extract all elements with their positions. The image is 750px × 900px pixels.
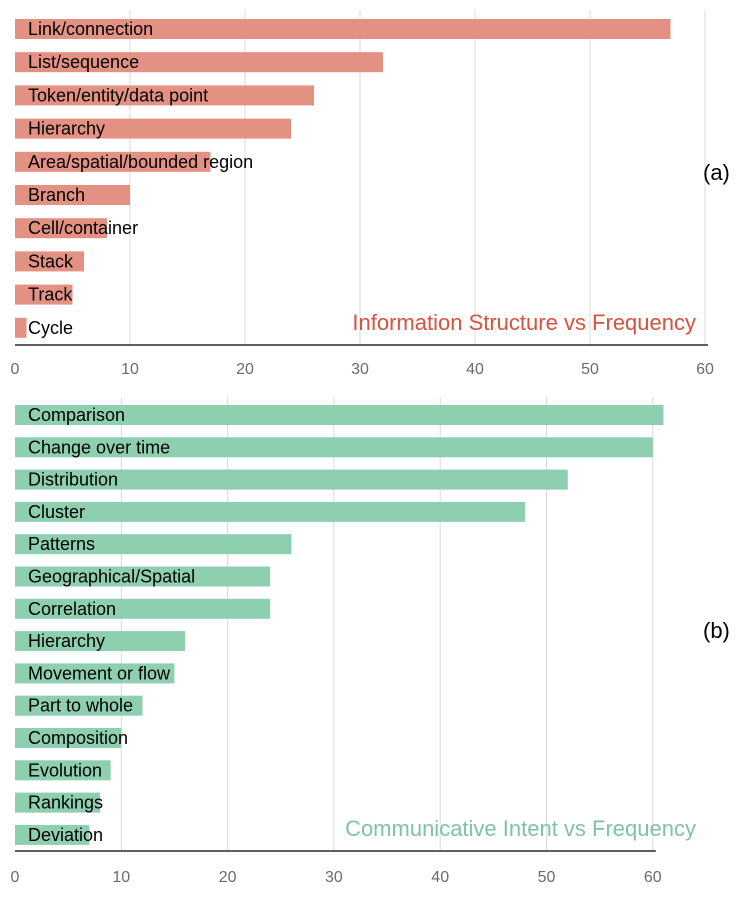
category-label: Hierarchy xyxy=(28,631,105,651)
category-label: Part to whole xyxy=(28,696,133,716)
x-tick-label: 20 xyxy=(236,361,254,378)
x-tick-label: 30 xyxy=(351,361,369,378)
category-label: Cell/container xyxy=(28,218,138,238)
bar xyxy=(15,437,653,458)
category-label: Evolution xyxy=(28,760,102,780)
bar xyxy=(15,251,84,272)
bar xyxy=(15,118,291,139)
bar xyxy=(15,405,664,425)
bar xyxy=(15,598,271,619)
x-tick-label: 40 xyxy=(466,361,484,378)
category-label: Hierarchy xyxy=(28,119,105,139)
bar xyxy=(15,824,90,845)
category-label: Area/spatial/bounded region xyxy=(28,152,253,172)
bar xyxy=(15,566,271,587)
bar xyxy=(15,19,671,39)
bar xyxy=(15,695,143,716)
category-label: Comparison xyxy=(28,405,125,425)
x-tick-label: 20 xyxy=(219,869,237,886)
bar xyxy=(15,663,175,684)
bar xyxy=(15,284,73,305)
x-tick-label: 50 xyxy=(538,869,556,886)
x-tick-label: 10 xyxy=(112,869,130,886)
x-tick-label: 60 xyxy=(644,869,662,886)
x-tick-label: 0 xyxy=(11,361,20,378)
bars xyxy=(15,405,664,845)
category-label: Change over time xyxy=(28,437,170,457)
x-tick-label: 30 xyxy=(325,869,343,886)
panel-label: (a) xyxy=(703,160,730,185)
category-label: Cycle xyxy=(28,318,73,338)
x-tick-label: 50 xyxy=(581,361,599,378)
category-label: List/sequence xyxy=(28,52,139,72)
bar xyxy=(15,317,27,338)
category-label: Composition xyxy=(28,728,128,748)
category-label: Branch xyxy=(28,185,85,205)
category-label: Patterns xyxy=(28,534,95,554)
category-label: Rankings xyxy=(28,793,103,813)
category-label: Distribution xyxy=(28,470,118,490)
bar xyxy=(15,185,130,205)
bar xyxy=(15,534,292,555)
category-label: Deviation xyxy=(28,825,103,845)
category-label: Movement or flow xyxy=(28,663,171,683)
x-tick-label: 10 xyxy=(121,361,139,378)
chart-title: Information Structure vs Frequency xyxy=(352,310,696,335)
category-label: Stack xyxy=(28,251,74,271)
chart-title: Communicative Intent vs Frequency xyxy=(345,816,696,841)
bar xyxy=(15,501,526,522)
bar xyxy=(15,52,383,73)
bar xyxy=(15,218,107,239)
bar xyxy=(15,792,101,813)
gridlines xyxy=(120,397,654,851)
bars xyxy=(15,19,671,338)
x-tick-labels: 0 10 20 30 40 50 60 xyxy=(11,869,662,886)
panel-label: (b) xyxy=(703,618,730,643)
category-label: Geographical/Spatial xyxy=(28,567,195,587)
x-tick-labels: 0 10 20 30 40 50 60 xyxy=(11,361,714,378)
category-labels: Comparison Change over time Distribution Cl… xyxy=(28,405,195,845)
bar xyxy=(15,469,568,490)
bar xyxy=(15,631,186,652)
category-label: Correlation xyxy=(28,599,116,619)
category-labels: Link/connection List/sequence Token/entity… xyxy=(28,19,253,338)
category-label: Token/entity/data point xyxy=(28,85,208,105)
chart-information-structure: Link/connection List/sequence Token/entity… xyxy=(11,10,730,378)
bar xyxy=(15,728,122,748)
bar xyxy=(15,85,314,106)
bar xyxy=(15,151,211,172)
x-tick-label: 40 xyxy=(431,869,449,886)
category-label: Link/connection xyxy=(28,19,153,39)
category-label: Cluster xyxy=(28,502,85,522)
x-tick-label: 0 xyxy=(11,869,20,886)
bar xyxy=(15,760,111,781)
chart-communicative-intent: Comparison Change over time Distribution Cl… xyxy=(11,397,730,886)
category-label: Track xyxy=(28,285,73,305)
x-tick-label: 60 xyxy=(696,361,714,378)
